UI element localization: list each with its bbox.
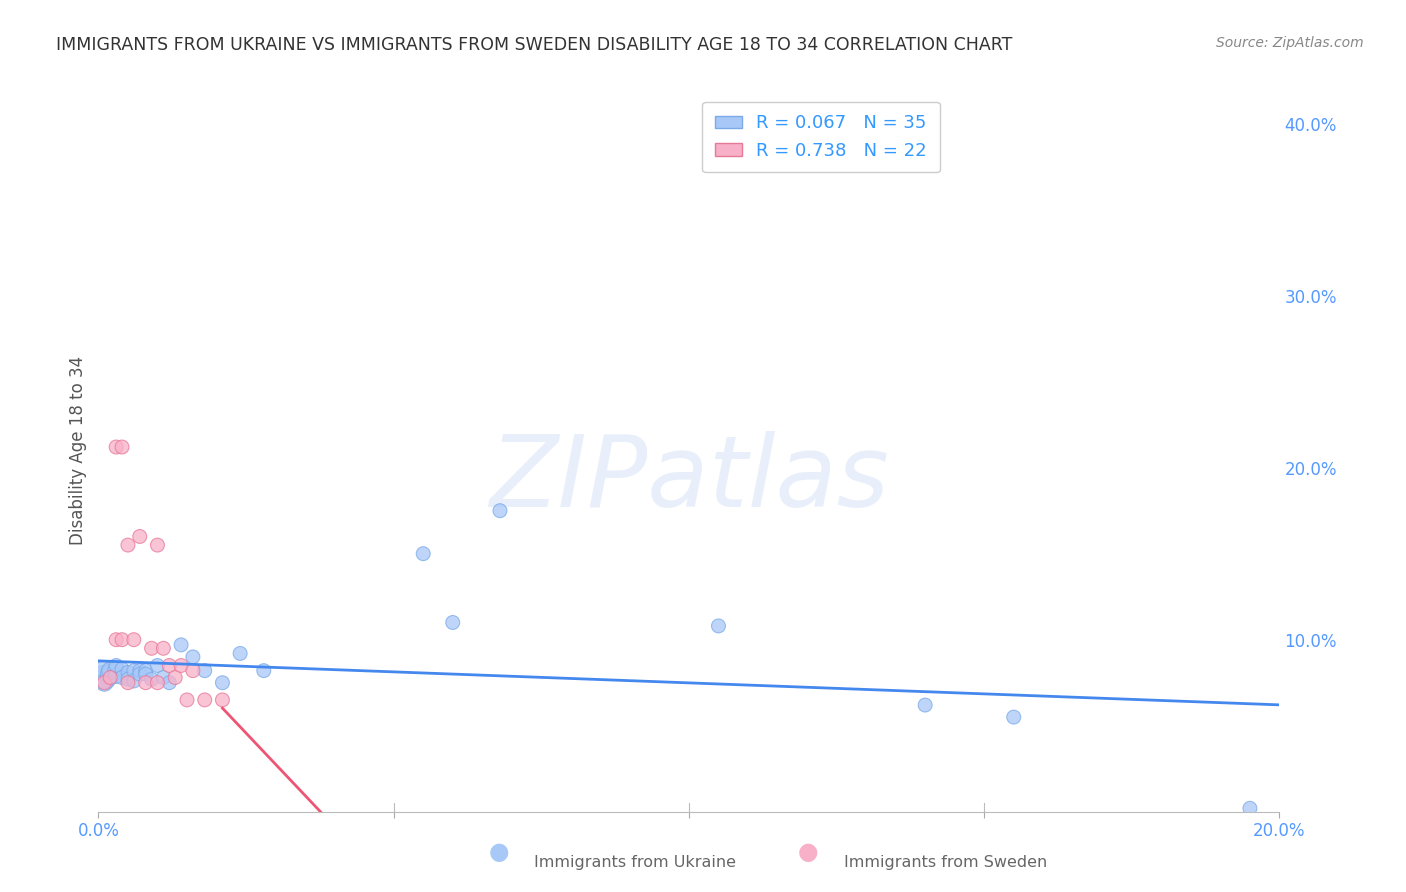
Point (105, 632, 128, 647)
Point (1239, 801, 1261, 815)
Point (111, 632, 134, 647)
Legend: R = 0.067   N = 35, R = 0.738   N = 22: R = 0.067 N = 35, R = 0.738 N = 22 (703, 102, 939, 172)
Point (170, 638, 193, 652)
Point (135, 664, 157, 678)
Text: ●: ● (799, 840, 818, 864)
Point (93, 664, 115, 678)
Point (1002, 710, 1025, 724)
Point (176, 693, 198, 707)
Point (141, 673, 163, 687)
Point (181, 664, 204, 678)
Point (181, 649, 204, 664)
Text: Immigrants from Ukraine: Immigrants from Ukraine (534, 855, 737, 870)
Point (111, 440, 134, 454)
Point (117, 665, 139, 680)
Point (157, 658, 180, 673)
Text: ●: ● (489, 840, 509, 864)
Point (441, 615, 464, 630)
Point (489, 503, 512, 517)
Point (98, 667, 121, 681)
Point (253, 664, 276, 678)
Point (117, 673, 139, 687)
Point (111, 671, 134, 685)
Point (412, 547, 434, 561)
Point (122, 673, 145, 688)
Point (105, 669, 128, 683)
Point (122, 632, 145, 647)
Point (165, 671, 187, 685)
Point (93, 675, 115, 690)
Point (117, 675, 139, 690)
Point (229, 647, 252, 661)
Point (152, 671, 174, 685)
Point (135, 675, 157, 690)
Point (111, 662, 134, 676)
Point (93, 675, 115, 690)
Point (135, 667, 157, 681)
Point (141, 641, 163, 656)
Point (146, 538, 169, 552)
Text: Immigrants from Sweden: Immigrants from Sweden (844, 855, 1047, 870)
Point (98, 671, 121, 685)
Point (194, 664, 217, 678)
Point (914, 698, 936, 712)
Point (105, 658, 128, 673)
Point (157, 675, 180, 690)
Point (211, 693, 233, 707)
Point (128, 667, 150, 681)
Point (707, 619, 730, 633)
Point (146, 675, 169, 690)
Point (211, 675, 233, 690)
Point (98, 664, 121, 678)
Point (152, 641, 174, 656)
Point (194, 693, 217, 707)
Point (128, 664, 150, 678)
Point (128, 529, 150, 543)
Text: ZIPatlas: ZIPatlas (489, 431, 889, 528)
Text: Source: ZipAtlas.com: Source: ZipAtlas.com (1216, 36, 1364, 50)
Point (105, 440, 128, 454)
Y-axis label: Disability Age 18 to 34: Disability Age 18 to 34 (69, 356, 87, 545)
Point (122, 664, 145, 678)
Point (170, 658, 193, 673)
Point (93, 671, 115, 685)
Text: IMMIGRANTS FROM UKRAINE VS IMMIGRANTS FROM SWEDEN DISABILITY AGE 18 TO 34 CORREL: IMMIGRANTS FROM UKRAINE VS IMMIGRANTS FR… (56, 36, 1012, 54)
Point (105, 664, 128, 678)
Point (117, 538, 139, 552)
Point (146, 658, 169, 673)
